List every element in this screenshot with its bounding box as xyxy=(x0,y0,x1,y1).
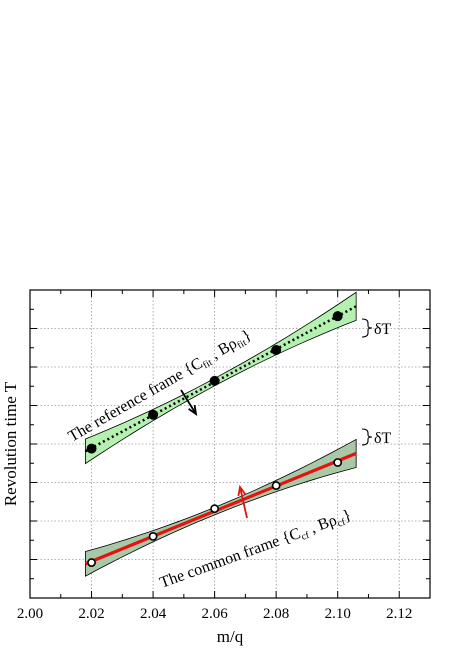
delta-t-lower-label: δT xyxy=(374,430,392,447)
fit-line-series-1 xyxy=(84,451,357,566)
x-tick-label-6: 2.12 xyxy=(386,606,412,622)
delta-upper-brace xyxy=(361,318,373,338)
data-points xyxy=(86,311,343,567)
reference-arrow-head xyxy=(188,404,198,416)
x-axis-label: m/q xyxy=(217,627,244,646)
delta-lower-brace xyxy=(361,428,373,446)
common-arrow-shaft xyxy=(239,486,248,519)
point-series-0-4 xyxy=(332,311,343,322)
point-series-1-0 xyxy=(87,558,96,567)
x-tick-label-1: 2.02 xyxy=(78,606,104,622)
common-main: The common frame {C xyxy=(158,525,303,592)
ref-mid: , Bρ xyxy=(205,335,240,365)
point-series-1-4 xyxy=(333,458,343,467)
x-tick-label-0: 2.00 xyxy=(17,606,43,622)
point-series-0-0 xyxy=(86,443,97,454)
point-series-1-1 xyxy=(148,532,158,541)
x-tick-labels: 2.00 2.02 2.04 2.06 2.08 2.10 2.12 xyxy=(17,606,412,622)
reference-arrow xyxy=(180,389,198,416)
x-tick-label-2: 2.04 xyxy=(140,606,167,622)
reference-arrow-shaft xyxy=(180,389,197,415)
fit-lines xyxy=(84,305,357,566)
common-mid: , Bρ xyxy=(304,512,339,538)
common-arrow-head xyxy=(237,484,246,497)
delta-t-upper-label: δT xyxy=(374,321,392,338)
delta-upper-path xyxy=(361,318,373,338)
y-axis-label: Revolution time T xyxy=(1,381,20,506)
x-tick-label-4: 2.08 xyxy=(263,606,289,622)
reference-frame-annotation: The reference frame {Cfit , Bρfit} xyxy=(66,327,256,448)
fit-line-series-0 xyxy=(84,305,357,453)
point-series-1-3 xyxy=(271,481,281,490)
point-series-0-2 xyxy=(209,375,220,386)
x-tick-label-5: 2.10 xyxy=(325,606,351,622)
delta-lower-path xyxy=(361,428,373,446)
band-series-0 xyxy=(84,291,357,465)
common-sub2: cf xyxy=(336,516,348,529)
x-tick-label-3: 2.06 xyxy=(201,606,228,622)
point-series-0-3 xyxy=(271,345,282,356)
point-series-1-2 xyxy=(210,504,220,514)
common-sub1: cf xyxy=(300,530,312,543)
point-series-0-1 xyxy=(148,409,159,420)
axis-ticks xyxy=(29,289,430,599)
common-arrow xyxy=(237,484,248,519)
